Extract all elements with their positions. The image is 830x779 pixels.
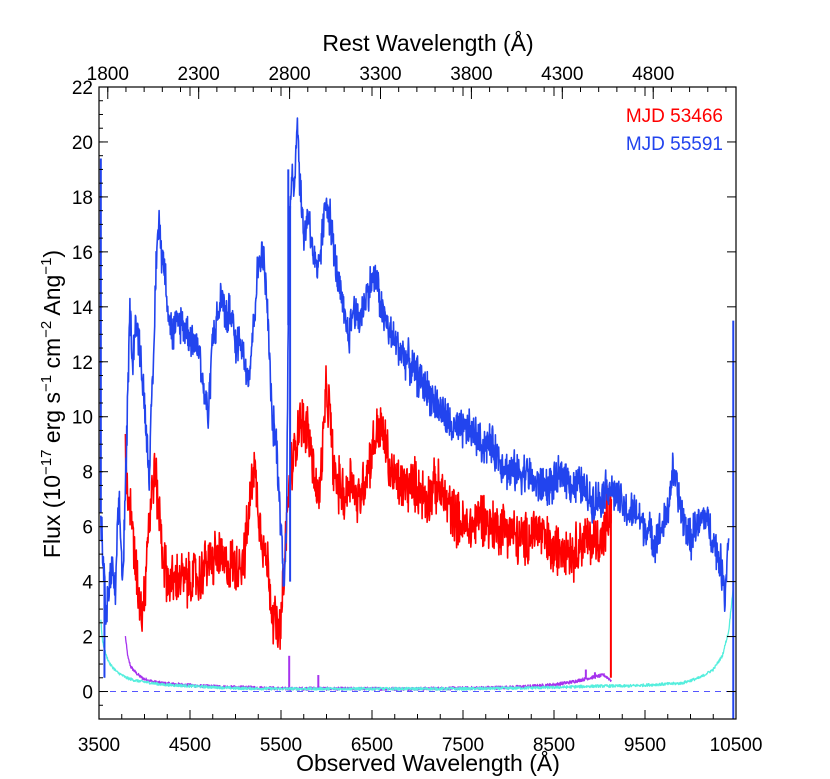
series-line-error-mjd-55591 bbox=[100, 589, 734, 691]
x-tick-label: 9500 bbox=[624, 735, 666, 756]
axes-layer: 3500 4500 5500 6500 7500 8500 9500 10500 0 2 4 6 8 10… bbox=[72, 64, 763, 756]
top-tick-label: 2800 bbox=[268, 64, 310, 85]
y-tick-label: 10 bbox=[72, 408, 93, 429]
legend-entry: MJD 53466 bbox=[626, 106, 723, 127]
y-axis-title-part: cm bbox=[39, 338, 65, 375]
top-tick-label: 3800 bbox=[450, 64, 492, 85]
y-axis-title-part: erg s bbox=[39, 392, 65, 450]
y-tick-label: 14 bbox=[72, 298, 94, 319]
top-axis-title: Rest Wavelength (Å) bbox=[322, 29, 533, 56]
legend: MJD 53466 MJD 55591 bbox=[626, 106, 723, 155]
y-tick-label: 12 bbox=[72, 353, 93, 374]
y-axis-title: Flux (10−17 erg s−1 cm−2 Ang−1) bbox=[38, 250, 65, 558]
y-tick-label: 8 bbox=[82, 463, 93, 484]
x-tick-label: 7500 bbox=[442, 735, 484, 756]
x-tick-label: 5500 bbox=[260, 735, 302, 756]
y-axis-title-part: ) bbox=[39, 250, 65, 258]
top-tick-label: 4800 bbox=[632, 64, 674, 85]
legend-entry: MJD 55591 bbox=[626, 134, 723, 155]
y-axis-title-part: Flux (10 bbox=[39, 475, 65, 558]
x-tick-label: 10500 bbox=[710, 735, 763, 756]
y-tick-label: 16 bbox=[72, 243, 93, 264]
x-tick-label: 8500 bbox=[533, 735, 575, 756]
x-tick-label: 6500 bbox=[351, 735, 393, 756]
x-tick-label: 4500 bbox=[169, 735, 211, 756]
y-axis-title-sup: −2 bbox=[38, 321, 55, 338]
plot-frame bbox=[98, 86, 737, 720]
top-tick-label: 3300 bbox=[359, 64, 401, 85]
y-tick-label: 0 bbox=[82, 683, 93, 704]
top-tick-label: 2300 bbox=[178, 64, 220, 85]
y-tick-label: 20 bbox=[72, 133, 93, 154]
top-tick-label: 4300 bbox=[541, 64, 583, 85]
top-tick-label: 1800 bbox=[87, 64, 129, 85]
y-tick-label: 6 bbox=[82, 518, 93, 539]
series-layer bbox=[99, 117, 736, 719]
y-axis-title-part: Ang bbox=[39, 275, 65, 321]
x-tick-label: 3500 bbox=[78, 735, 120, 756]
y-tick-label: 2 bbox=[82, 628, 93, 649]
y-tick-label: 18 bbox=[72, 188, 93, 209]
y-axis-title-sup: −17 bbox=[38, 450, 55, 475]
series-line-error-mjd-53466 bbox=[124, 636, 612, 692]
series-line-mjd-53466 bbox=[124, 365, 613, 650]
series-line-mjd-55591 bbox=[100, 117, 730, 625]
y-axis-title-sup: −1 bbox=[38, 258, 55, 275]
y-axis-title-sup: −1 bbox=[38, 375, 55, 392]
x-axis-title: Observed Wavelength (Å) bbox=[296, 749, 560, 776]
y-tick-label: 22 bbox=[72, 78, 93, 99]
y-tick-label: 4 bbox=[82, 573, 93, 594]
